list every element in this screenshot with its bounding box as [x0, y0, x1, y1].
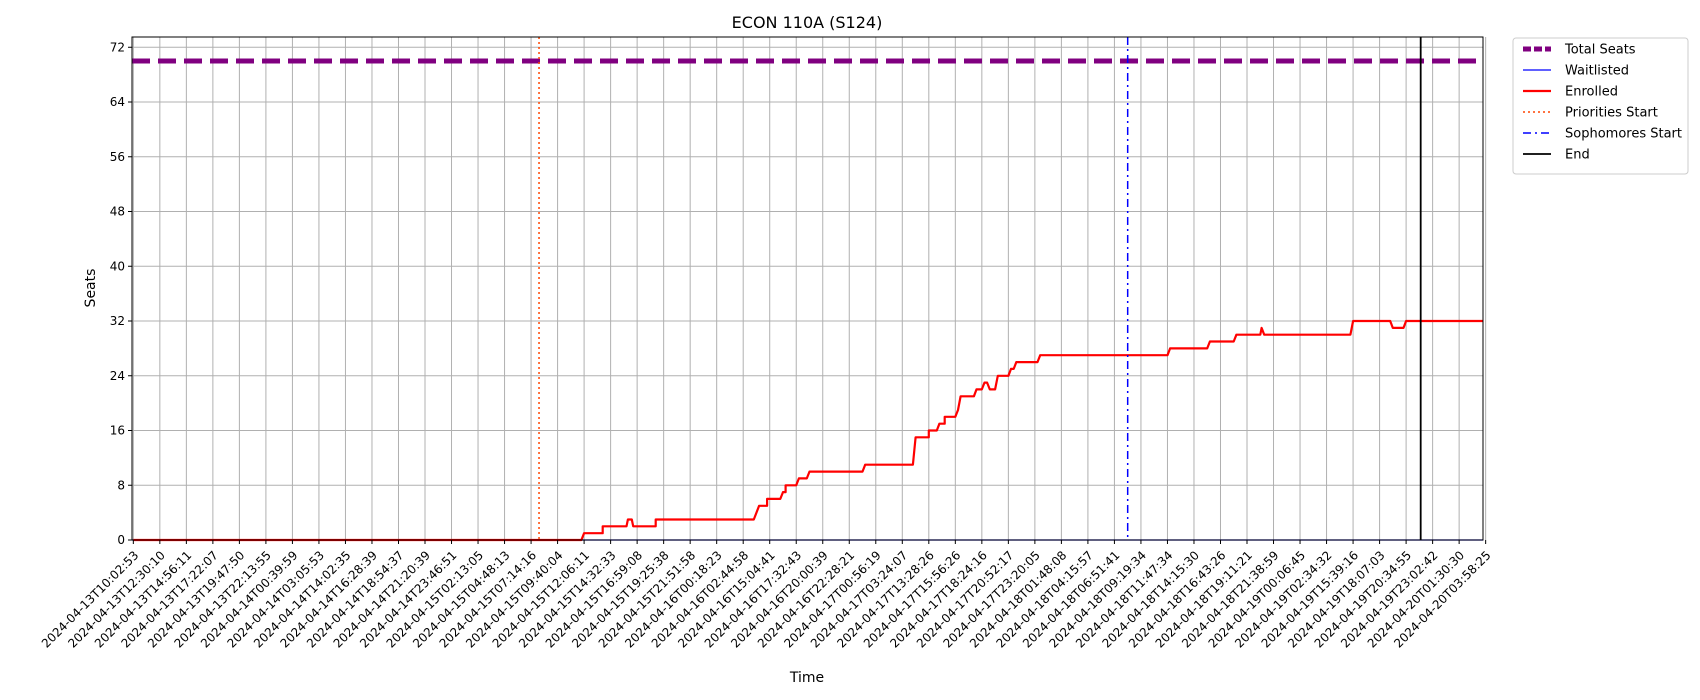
plot-frame [131, 36, 1484, 541]
y-tick-label: 8 [117, 478, 125, 492]
y-tick-label: 48 [110, 205, 125, 219]
x-axis-ticks: 2024-04-13T10:02:532024-04-13T12:30:1020… [39, 540, 1494, 651]
legend-label: Priorities Start [1565, 106, 1658, 121]
grid [132, 37, 1487, 541]
y-axis-ticks: 0 8 16 24 32 40 48 56 64 72 [110, 40, 132, 547]
y-tick-label: 56 [110, 150, 125, 164]
legend-box [1512, 37, 1689, 175]
y-tick-label: 32 [110, 314, 125, 328]
plot-lines [132, 37, 1483, 542]
y-axis-label: Seats [83, 269, 99, 308]
legend-label: Waitlisted [1565, 64, 1629, 79]
y-tick-label: 16 [110, 424, 125, 438]
legend-label: Total Seats [1564, 43, 1636, 58]
chart-title: ECON 110A (S124) [732, 13, 883, 32]
y-tick-label: 40 [110, 259, 125, 273]
legend-label: Sophomores Start [1565, 127, 1682, 142]
y-tick-label: 24 [110, 369, 125, 383]
y-tick-label: 64 [110, 95, 125, 109]
y-tick-label: 72 [110, 40, 125, 54]
x-axis-label: Time [789, 670, 824, 686]
legend-label: End [1565, 148, 1590, 163]
legend: Total Seats Waitlisted Enrolled Priorities … [1512, 37, 1689, 175]
y-tick-label: 0 [117, 533, 125, 547]
legend-label: Enrolled [1565, 85, 1618, 100]
series-enrolled-line [133, 319, 1483, 542]
